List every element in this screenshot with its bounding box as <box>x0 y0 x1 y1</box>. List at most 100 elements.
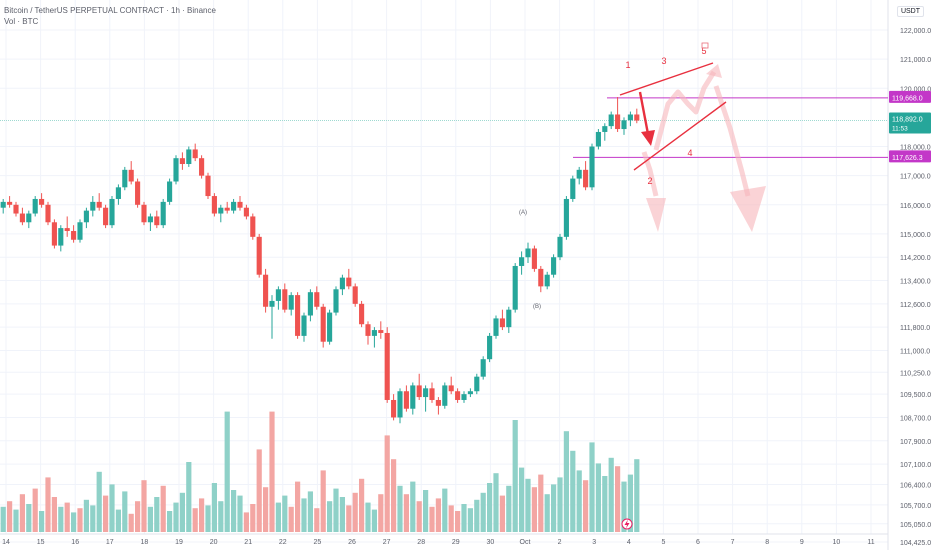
volume-bar <box>115 509 121 532</box>
support-price-text: 117,626.3 <box>892 155 923 162</box>
candle-body <box>186 149 192 165</box>
volume-bar <box>282 495 288 532</box>
y-tick-label: 117,000.0 <box>900 174 931 181</box>
x-tick-label: 30 <box>487 539 495 546</box>
x-tick-label: 10 <box>833 539 841 546</box>
candle-body <box>58 228 64 246</box>
candle-body <box>627 114 633 121</box>
candle-body <box>519 257 525 266</box>
volume-bar <box>384 435 390 532</box>
volume-bar <box>461 504 467 532</box>
x-tick-label: 3 <box>592 539 596 546</box>
candle-body <box>378 330 384 333</box>
candle-body <box>243 207 249 217</box>
volume-bar <box>442 488 448 532</box>
x-tick-label: 22 <box>279 539 287 546</box>
candle-body <box>480 359 486 377</box>
volume-bar <box>423 490 429 532</box>
x-tick-label: 26 <box>348 539 356 546</box>
candle-body <box>455 391 461 400</box>
candle-body <box>205 175 211 197</box>
projection-arrowhead-2 <box>730 186 766 232</box>
lightning-icon-glyph <box>624 519 630 529</box>
candle-body <box>13 204 19 214</box>
volume-bar <box>103 495 109 532</box>
y-tick-label: 113,400.0 <box>900 279 931 286</box>
current-price-text: 118,892.0 <box>892 117 923 124</box>
flag-icon <box>701 42 709 49</box>
candle-body <box>589 146 595 188</box>
projection-arrowhead-up <box>706 64 722 78</box>
volume-bar <box>83 499 89 532</box>
x-tick-label: 14 <box>2 539 10 546</box>
x-tick-label: 9 <box>800 539 804 546</box>
volume-bar <box>403 494 409 532</box>
support-price-badge <box>889 150 931 163</box>
candle-body <box>160 201 166 226</box>
wedge-upper-line <box>619 62 714 96</box>
volume-bar <box>13 509 19 532</box>
x-tick-label: 21 <box>244 539 252 546</box>
y-tick-label: 106,400.0 <box>900 482 931 489</box>
volume-bar <box>346 505 352 532</box>
resistance-price-badge <box>889 90 931 103</box>
currency-selector[interactable]: USDT <box>896 6 924 17</box>
candle-body <box>416 385 422 398</box>
candle-body <box>570 178 576 199</box>
candle-body <box>359 303 365 325</box>
y-tick-label: 107,900.0 <box>900 439 931 446</box>
impulse-arrow-shaft <box>638 91 650 135</box>
candle-body <box>96 201 102 208</box>
volume-bar <box>51 497 57 532</box>
wave-label: 5 <box>701 46 706 56</box>
candle-body <box>26 213 32 223</box>
volume-bar <box>314 508 320 532</box>
volume-bar <box>512 420 518 532</box>
candle-body <box>45 204 51 223</box>
candle-body <box>199 158 205 176</box>
countdown-text: 11:53 <box>892 126 908 133</box>
y-tick-label: 122,000.0 <box>900 28 931 35</box>
x-tick-label: 17 <box>106 539 114 546</box>
candle-body <box>352 286 358 304</box>
volume-bar <box>237 495 243 532</box>
volume-bar <box>467 508 473 532</box>
x-tick-label: 6 <box>696 539 700 546</box>
volume-bar <box>493 473 499 532</box>
candle-body <box>467 391 473 395</box>
volume-bar <box>256 449 262 532</box>
volume-bar <box>448 505 454 532</box>
candle-body <box>135 181 141 205</box>
x-tick-label: 11 <box>867 539 874 546</box>
candle-body <box>448 385 454 392</box>
candle-body <box>397 391 403 418</box>
candle-body <box>154 216 160 226</box>
volume-bar <box>589 442 595 532</box>
candle-body <box>301 315 307 336</box>
volume-bar <box>167 511 173 532</box>
volume-bar <box>333 488 339 532</box>
candle-body <box>474 376 480 392</box>
volume-bar <box>186 462 192 532</box>
candle-body <box>595 131 601 147</box>
y-tick-label: 112,600.0 <box>900 302 931 309</box>
x-tick-label: 29 <box>452 539 460 546</box>
candle-body <box>269 300 275 307</box>
y-tick-label: 105,050.0 <box>900 522 931 529</box>
candle-body <box>173 158 179 182</box>
volume-bar <box>480 492 486 532</box>
x-tick-label: 2 <box>558 539 562 546</box>
candle-body <box>551 257 557 275</box>
volume-bar <box>19 494 25 532</box>
wave-label: (A) <box>519 210 527 216</box>
volume-bar <box>608 457 614 532</box>
volume-bar <box>352 492 358 532</box>
candle-body <box>442 385 448 406</box>
volume-bar <box>410 481 416 532</box>
y-tick-label: 108,700.0 <box>900 415 931 422</box>
volume-bar <box>563 431 569 532</box>
volume-bar <box>179 492 185 532</box>
candle-body <box>339 277 345 290</box>
candle-body <box>71 231 77 240</box>
